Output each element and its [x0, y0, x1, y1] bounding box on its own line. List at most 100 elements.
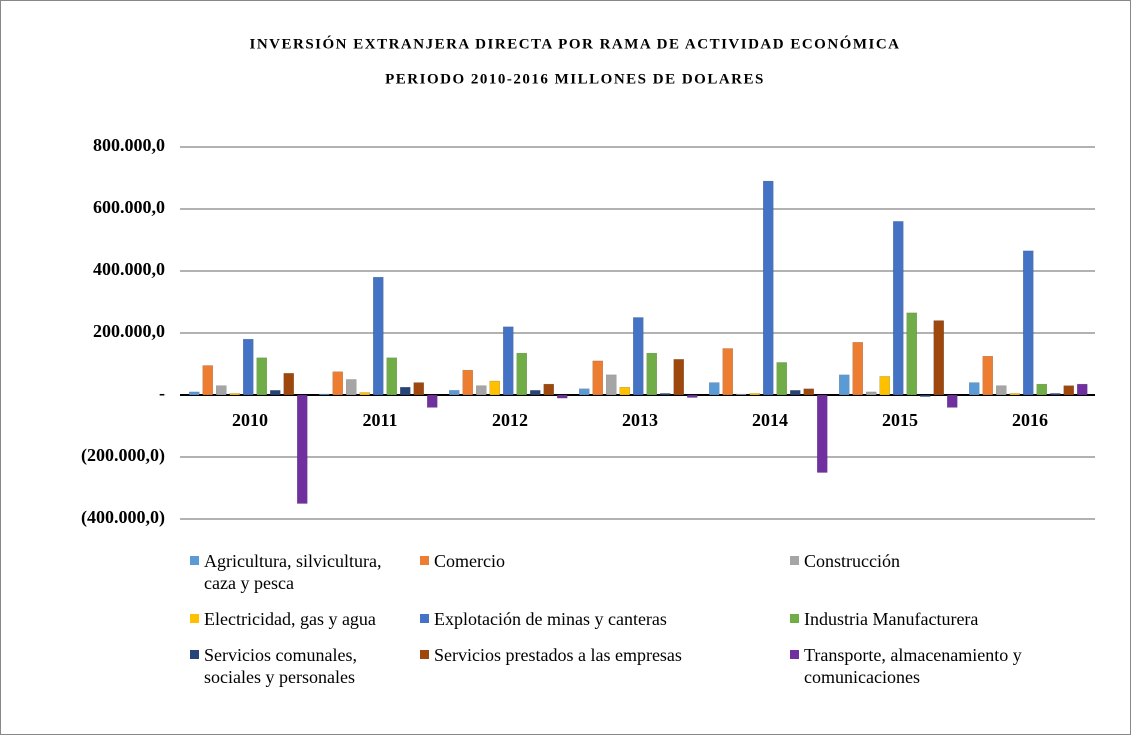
bar — [1050, 393, 1061, 396]
bar — [619, 387, 630, 396]
bar — [283, 373, 294, 396]
bar — [709, 382, 720, 396]
legend-swatch — [420, 650, 429, 659]
legend-item: Explotación de minas y canteras — [420, 608, 790, 630]
bar — [489, 380, 500, 396]
bar — [413, 382, 424, 396]
bar — [790, 390, 801, 396]
bar — [1077, 383, 1088, 396]
bar — [646, 352, 657, 396]
bar — [866, 391, 877, 396]
bar — [1063, 385, 1074, 396]
bar — [817, 394, 828, 473]
bar — [557, 394, 568, 399]
bar — [400, 387, 411, 396]
legend-label: Electricidad, gas y agua — [204, 609, 376, 629]
bar — [516, 352, 527, 396]
y-tick-label: - — [159, 383, 165, 403]
y-tick-label: (200.000,0) — [81, 445, 165, 466]
bar — [386, 357, 397, 396]
bar — [749, 393, 760, 396]
bar — [996, 385, 1007, 396]
x-tick-label: 2010 — [232, 410, 268, 430]
legend-item: Transporte, almacenamiento y comunicacio… — [790, 644, 1090, 688]
legend-item: Electricidad, gas y agua — [190, 608, 420, 630]
bar — [906, 312, 917, 396]
bar — [722, 348, 733, 396]
bar — [270, 390, 281, 396]
legend: Agricultura, silvicultura, caza y pesca C… — [190, 550, 1110, 688]
bar — [606, 374, 617, 396]
legend-swatch — [420, 556, 429, 565]
bar — [189, 391, 200, 396]
bar — [763, 180, 774, 396]
bar — [319, 393, 330, 396]
y-tick-label: (400.000,0) — [81, 507, 165, 528]
legend-swatch — [190, 556, 199, 565]
x-tick-label: 2013 — [622, 410, 658, 430]
x-tick-label: 2015 — [882, 410, 918, 430]
bar — [256, 357, 267, 396]
bar — [947, 394, 958, 408]
bar — [346, 379, 357, 396]
bar — [1036, 383, 1047, 396]
bar — [449, 390, 460, 396]
bar — [476, 385, 487, 396]
y-tick-label: 600.000,0 — [93, 197, 165, 217]
bar — [543, 383, 554, 396]
legend-swatch — [790, 650, 799, 659]
bar — [982, 356, 993, 396]
legend-label: Servicios prestados a las empresas — [434, 645, 682, 665]
legend-swatch — [790, 614, 799, 623]
bar — [687, 394, 698, 398]
legend-item: Agricultura, silvicultura, caza y pesca — [190, 550, 420, 594]
bar — [736, 393, 747, 396]
bar — [462, 369, 473, 396]
legend-swatch — [420, 614, 429, 623]
bar — [852, 342, 863, 396]
legend-item: Servicios prestados a las empresas — [420, 644, 790, 688]
bar — [633, 317, 644, 396]
bar — [839, 374, 850, 396]
bar — [216, 385, 227, 396]
x-tick-label: 2016 — [1012, 410, 1048, 430]
legend-label: Construcción — [804, 551, 900, 571]
legend-label: Explotación de minas y canteras — [434, 609, 667, 629]
chart-subtitle: PERIODO 2010-2016 MILLONES DE DOLARES — [385, 71, 765, 87]
legend-label: Comercio — [434, 551, 505, 571]
bar — [229, 393, 240, 396]
legend-swatch — [190, 650, 199, 659]
x-tick-label: 2012 — [492, 410, 528, 430]
bar — [803, 388, 814, 396]
legend-swatch — [790, 556, 799, 565]
legend-item: Construcción — [790, 550, 1090, 594]
bar — [579, 388, 590, 396]
legend-item: Industria Manufacturera — [790, 608, 1090, 630]
bar — [530, 390, 541, 396]
bar — [592, 360, 603, 396]
bar — [920, 394, 931, 397]
bar — [893, 221, 904, 396]
y-tick-label: 800.000,0 — [93, 135, 165, 155]
bar — [359, 392, 370, 396]
legend-swatch — [190, 614, 199, 623]
legend-label: Industria Manufacturera — [804, 609, 979, 629]
y-tick-label: 400.000,0 — [93, 259, 165, 279]
bar — [673, 359, 684, 396]
chart-title: INVERSIÓN EXTRANJERA DIRECTA POR RAMA DE… — [249, 35, 900, 52]
bar — [660, 393, 671, 396]
bar — [243, 338, 254, 396]
bar — [427, 394, 438, 408]
legend-label: Agricultura, silvicultura, caza y pesca — [204, 551, 382, 593]
bar — [1009, 393, 1020, 396]
bar — [503, 326, 514, 396]
bar — [297, 394, 308, 504]
bar — [933, 320, 944, 396]
x-tick-label: 2011 — [362, 410, 397, 430]
legend-label: Transporte, almacenamiento y comunicacio… — [804, 645, 1022, 687]
bar — [879, 376, 890, 396]
bar — [332, 371, 343, 396]
bar — [969, 382, 980, 396]
